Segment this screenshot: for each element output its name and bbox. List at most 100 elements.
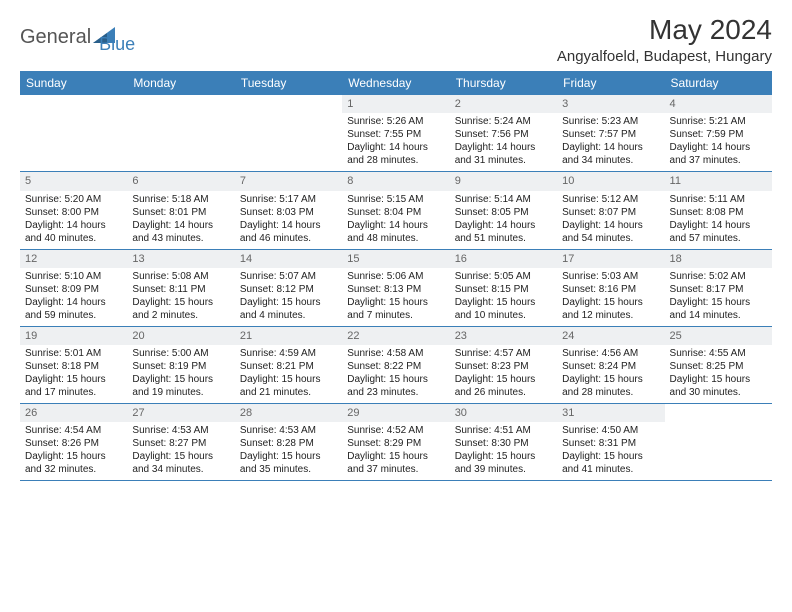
day-number: 26 (20, 404, 127, 422)
week-row: 26Sunrise: 4:54 AMSunset: 8:26 PMDayligh… (20, 404, 772, 481)
day-cell: 9Sunrise: 5:14 AMSunset: 8:05 PMDaylight… (450, 172, 557, 248)
daylight-line: Daylight: 14 hours and 46 minutes. (240, 219, 337, 245)
sunset-line: Sunset: 8:08 PM (670, 206, 767, 219)
day-number: 15 (342, 250, 449, 268)
daylight-line: Daylight: 14 hours and 54 minutes. (562, 219, 659, 245)
day-cell: 5Sunrise: 5:20 AMSunset: 8:00 PMDaylight… (20, 172, 127, 248)
sunrise-line: Sunrise: 5:02 AM (670, 270, 767, 283)
day-content: Sunrise: 5:03 AMSunset: 8:16 PMDaylight:… (557, 268, 664, 326)
day-content: Sunrise: 5:02 AMSunset: 8:17 PMDaylight:… (665, 268, 772, 326)
day-number: 18 (665, 250, 772, 268)
day-number: 30 (450, 404, 557, 422)
sunrise-line: Sunrise: 4:53 AM (132, 424, 229, 437)
sunrise-line: Sunrise: 4:51 AM (455, 424, 552, 437)
sunset-line: Sunset: 8:16 PM (562, 283, 659, 296)
day-content: Sunrise: 5:26 AMSunset: 7:55 PMDaylight:… (342, 113, 449, 171)
sunrise-line: Sunrise: 5:01 AM (25, 347, 122, 360)
day-number: 3 (557, 95, 664, 113)
daylight-line: Daylight: 14 hours and 59 minutes. (25, 296, 122, 322)
week-row: 19Sunrise: 5:01 AMSunset: 8:18 PMDayligh… (20, 327, 772, 404)
logo-blue: Blue (99, 34, 135, 55)
sunset-line: Sunset: 8:11 PM (132, 283, 229, 296)
sunset-line: Sunset: 8:21 PM (240, 360, 337, 373)
daylight-line: Daylight: 15 hours and 41 minutes. (562, 450, 659, 476)
day-cell: 6Sunrise: 5:18 AMSunset: 8:01 PMDaylight… (127, 172, 234, 248)
day-content: Sunrise: 5:05 AMSunset: 8:15 PMDaylight:… (450, 268, 557, 326)
day-content: Sunrise: 5:20 AMSunset: 8:00 PMDaylight:… (20, 191, 127, 249)
sunrise-line: Sunrise: 5:21 AM (670, 115, 767, 128)
day-number: 16 (450, 250, 557, 268)
day-content: Sunrise: 5:07 AMSunset: 8:12 PMDaylight:… (235, 268, 342, 326)
daylight-line: Daylight: 15 hours and 23 minutes. (347, 373, 444, 399)
daylight-line: Daylight: 15 hours and 19 minutes. (132, 373, 229, 399)
week-row: 5Sunrise: 5:20 AMSunset: 8:00 PMDaylight… (20, 172, 772, 249)
day-content: Sunrise: 4:57 AMSunset: 8:23 PMDaylight:… (450, 345, 557, 403)
day-cell: 2Sunrise: 5:24 AMSunset: 7:56 PMDaylight… (450, 95, 557, 171)
sunrise-line: Sunrise: 5:24 AM (455, 115, 552, 128)
daylight-line: Daylight: 14 hours and 31 minutes. (455, 141, 552, 167)
day-header: Monday (127, 71, 234, 95)
week-row: 12Sunrise: 5:10 AMSunset: 8:09 PMDayligh… (20, 250, 772, 327)
day-number: 22 (342, 327, 449, 345)
daylight-line: Daylight: 14 hours and 57 minutes. (670, 219, 767, 245)
day-header: Thursday (450, 71, 557, 95)
daylight-line: Daylight: 14 hours and 40 minutes. (25, 219, 122, 245)
location: Angyalfoeld, Budapest, Hungary (557, 48, 772, 65)
day-number: 12 (20, 250, 127, 268)
sunset-line: Sunset: 8:01 PM (132, 206, 229, 219)
day-number: 8 (342, 172, 449, 190)
day-number: 25 (665, 327, 772, 345)
daylight-line: Daylight: 14 hours and 34 minutes. (562, 141, 659, 167)
sunset-line: Sunset: 8:07 PM (562, 206, 659, 219)
day-cell: 1Sunrise: 5:26 AMSunset: 7:55 PMDaylight… (342, 95, 449, 171)
sunset-line: Sunset: 8:29 PM (347, 437, 444, 450)
daylight-line: Daylight: 14 hours and 28 minutes. (347, 141, 444, 167)
day-content: Sunrise: 5:00 AMSunset: 8:19 PMDaylight:… (127, 345, 234, 403)
sunset-line: Sunset: 7:57 PM (562, 128, 659, 141)
day-number: 27 (127, 404, 234, 422)
day-header: Wednesday (342, 71, 449, 95)
day-number: 31 (557, 404, 664, 422)
title-block: May 2024 Angyalfoeld, Budapest, Hungary (557, 14, 772, 65)
day-cell (665, 404, 772, 480)
sunset-line: Sunset: 8:18 PM (25, 360, 122, 373)
sunset-line: Sunset: 8:12 PM (240, 283, 337, 296)
sunset-line: Sunset: 8:28 PM (240, 437, 337, 450)
sunset-line: Sunset: 8:22 PM (347, 360, 444, 373)
sunrise-line: Sunrise: 5:11 AM (670, 193, 767, 206)
day-number: 28 (235, 404, 342, 422)
day-cell: 22Sunrise: 4:58 AMSunset: 8:22 PMDayligh… (342, 327, 449, 403)
day-number: 14 (235, 250, 342, 268)
day-content: Sunrise: 4:56 AMSunset: 8:24 PMDaylight:… (557, 345, 664, 403)
sunrise-line: Sunrise: 5:23 AM (562, 115, 659, 128)
day-number: 24 (557, 327, 664, 345)
daylight-line: Daylight: 15 hours and 30 minutes. (670, 373, 767, 399)
day-number: 1 (342, 95, 449, 113)
day-cell: 23Sunrise: 4:57 AMSunset: 8:23 PMDayligh… (450, 327, 557, 403)
daylight-line: Daylight: 15 hours and 37 minutes. (347, 450, 444, 476)
day-content: Sunrise: 4:52 AMSunset: 8:29 PMDaylight:… (342, 422, 449, 480)
daylight-line: Daylight: 15 hours and 26 minutes. (455, 373, 552, 399)
day-content: Sunrise: 5:17 AMSunset: 8:03 PMDaylight:… (235, 191, 342, 249)
day-cell: 11Sunrise: 5:11 AMSunset: 8:08 PMDayligh… (665, 172, 772, 248)
daylight-line: Daylight: 15 hours and 21 minutes. (240, 373, 337, 399)
day-cell: 27Sunrise: 4:53 AMSunset: 8:27 PMDayligh… (127, 404, 234, 480)
day-content: Sunrise: 5:23 AMSunset: 7:57 PMDaylight:… (557, 113, 664, 171)
sunrise-line: Sunrise: 5:15 AM (347, 193, 444, 206)
sunset-line: Sunset: 7:56 PM (455, 128, 552, 141)
day-number: 10 (557, 172, 664, 190)
daylight-line: Daylight: 15 hours and 14 minutes. (670, 296, 767, 322)
sunset-line: Sunset: 8:03 PM (240, 206, 337, 219)
day-number: 4 (665, 95, 772, 113)
sunrise-line: Sunrise: 4:53 AM (240, 424, 337, 437)
day-cell (235, 95, 342, 171)
day-cell: 12Sunrise: 5:10 AMSunset: 8:09 PMDayligh… (20, 250, 127, 326)
day-content: Sunrise: 5:11 AMSunset: 8:08 PMDaylight:… (665, 191, 772, 249)
day-cell: 8Sunrise: 5:15 AMSunset: 8:04 PMDaylight… (342, 172, 449, 248)
day-cell: 30Sunrise: 4:51 AMSunset: 8:30 PMDayligh… (450, 404, 557, 480)
sunrise-line: Sunrise: 5:12 AM (562, 193, 659, 206)
sunset-line: Sunset: 8:15 PM (455, 283, 552, 296)
day-cell (20, 95, 127, 171)
day-content: Sunrise: 5:10 AMSunset: 8:09 PMDaylight:… (20, 268, 127, 326)
daylight-line: Daylight: 15 hours and 4 minutes. (240, 296, 337, 322)
